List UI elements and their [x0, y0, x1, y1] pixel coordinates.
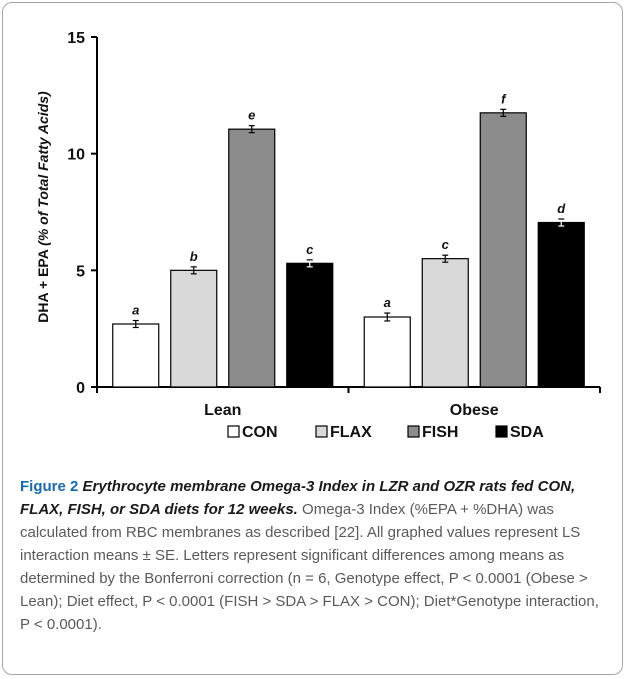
legend-label-flax: FLAX: [330, 424, 372, 441]
legend-swatch-fish: [407, 425, 420, 438]
significance-letter: a: [384, 295, 391, 310]
y-tick-label: 10: [67, 147, 85, 164]
legend-label-con: CON: [242, 424, 278, 441]
figure-caption: Figure 2 Erythrocyte membrane Omega-3 In…: [20, 475, 612, 636]
y-tick-label: 15: [67, 30, 85, 47]
legend-swatch-flax: [315, 425, 328, 438]
y-tick-label: 0: [76, 380, 85, 397]
figure-title: Erythrocyte membrane Omega-3 Index in LZ…: [20, 478, 576, 518]
bar-con: [112, 323, 160, 388]
legend-swatch-sda: [495, 425, 508, 438]
y-axis-label-main: DHA + EPA: [35, 246, 51, 323]
bar-flax: [421, 258, 469, 388]
legend-swatch-con: [227, 425, 240, 438]
significance-letter: a: [132, 303, 139, 318]
bar-flax: [170, 269, 218, 388]
legend-label-fish: FISH: [422, 424, 458, 441]
y-tick-label: 5: [76, 263, 85, 280]
x-category-label: Obese: [450, 402, 499, 419]
bar-fish: [228, 128, 276, 388]
significance-letter: d: [557, 201, 566, 216]
significance-letter: e: [248, 108, 255, 123]
significance-letter: f: [501, 91, 507, 106]
significance-letter: c: [306, 242, 314, 257]
bar-sda: [537, 221, 585, 388]
significance-letter: b: [190, 249, 198, 264]
chart-legend: CON FLAX FISH SDA: [227, 424, 544, 441]
bar-sda: [286, 262, 334, 388]
legend-label-sda: SDA: [510, 424, 544, 441]
significance-letter: c: [442, 237, 450, 252]
y-axis-label-italic: (% of Total Fatty Acids): [35, 91, 51, 246]
figure-label: Figure 2: [20, 478, 79, 495]
figure-caption-body: Omega-3 Index (%EPA + %DHA) was calculat…: [20, 501, 599, 633]
y-axis-label: DHA + EPA (% of Total Fatty Acids): [35, 91, 51, 323]
x-category-label: Lean: [204, 402, 241, 419]
chart-bars: a b e c a c f d: [112, 91, 585, 388]
bar-fish: [479, 112, 527, 388]
bar-con: [363, 316, 411, 388]
